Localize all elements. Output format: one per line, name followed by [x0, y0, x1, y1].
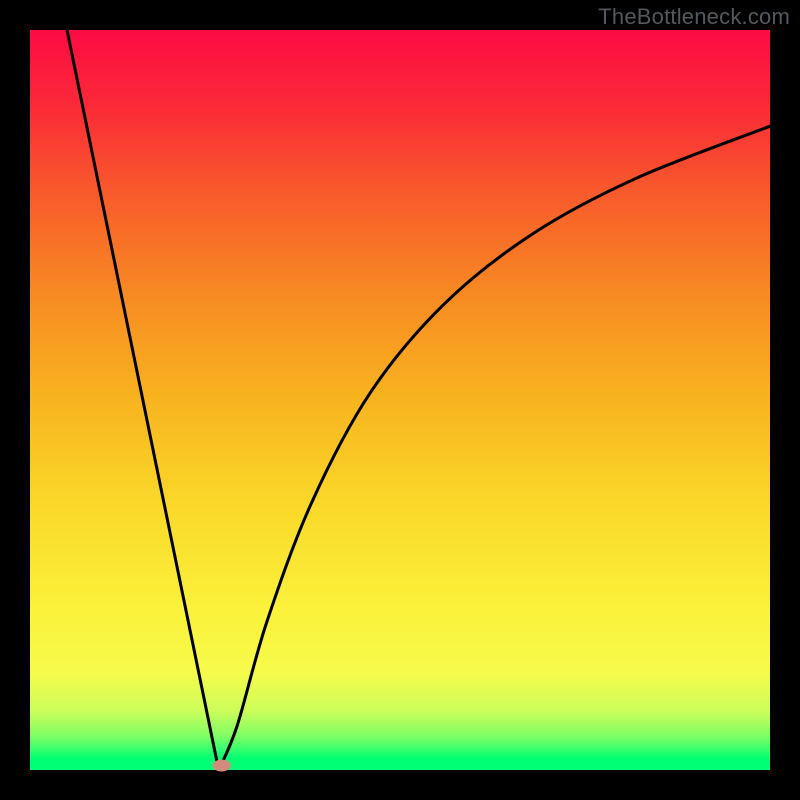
optimal-point-marker — [213, 760, 231, 772]
watermark-text: TheBottleneck.com — [598, 4, 790, 30]
bottleneck-chart — [0, 0, 800, 800]
plot-background — [30, 30, 770, 770]
chart-container: TheBottleneck.com — [0, 0, 800, 800]
